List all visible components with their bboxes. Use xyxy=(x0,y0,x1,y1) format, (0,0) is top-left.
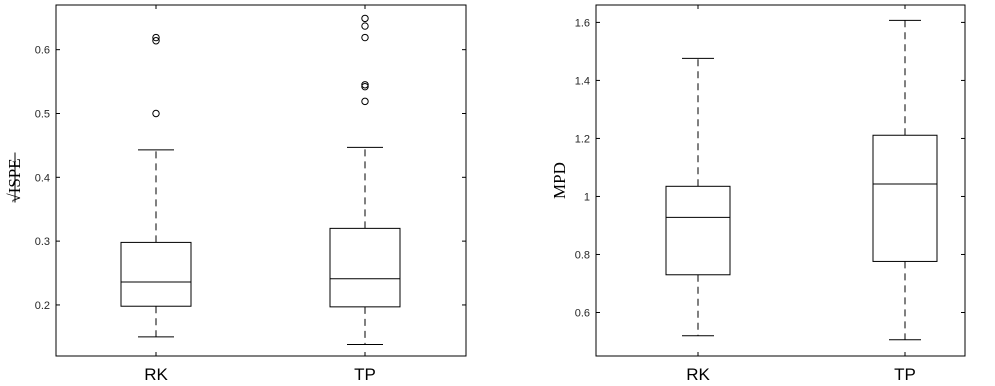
y-tick-label: 0.6 xyxy=(575,307,590,319)
y-tick-label: 0.5 xyxy=(35,108,50,120)
outlier-point xyxy=(361,97,369,106)
y-axis-label: MPD xyxy=(550,162,569,199)
box-iqr xyxy=(665,185,731,276)
x-category-label: TP xyxy=(354,365,376,384)
y-tick-label: 0.3 xyxy=(35,236,50,248)
outlier-point xyxy=(361,22,369,30)
box-iqr xyxy=(120,241,192,307)
box-iqr xyxy=(872,134,938,262)
outlier-point xyxy=(361,14,369,23)
x-category-label: TP xyxy=(894,365,916,384)
y-tick-label: 0.6 xyxy=(35,45,50,57)
chart-panel-2: 0.6 0.8 1 1.2 1.4 1.6 MPD RK TP xyxy=(550,4,966,384)
plot-frame xyxy=(595,4,966,357)
y-tick-label: 1.2 xyxy=(575,133,590,145)
outlier-point xyxy=(152,109,160,118)
y-tick-label: 0.4 xyxy=(35,172,50,184)
outlier-point xyxy=(152,37,160,45)
x-category-label: RK xyxy=(686,365,710,384)
y-tick-label: 1 xyxy=(584,191,590,203)
y-tick-label: 0.8 xyxy=(575,249,590,261)
plot-frame xyxy=(55,4,467,357)
outlier-point xyxy=(361,81,369,89)
y-tick-label: 0.2 xyxy=(35,300,50,312)
outlier-point xyxy=(361,33,369,42)
y-tick-label: 1.6 xyxy=(575,17,590,29)
outlier-point xyxy=(361,82,369,91)
outlier-point xyxy=(152,33,160,42)
box-iqr xyxy=(329,227,401,308)
x-category-label: RK xyxy=(144,365,168,384)
y-tick-label: 1.4 xyxy=(575,75,590,87)
